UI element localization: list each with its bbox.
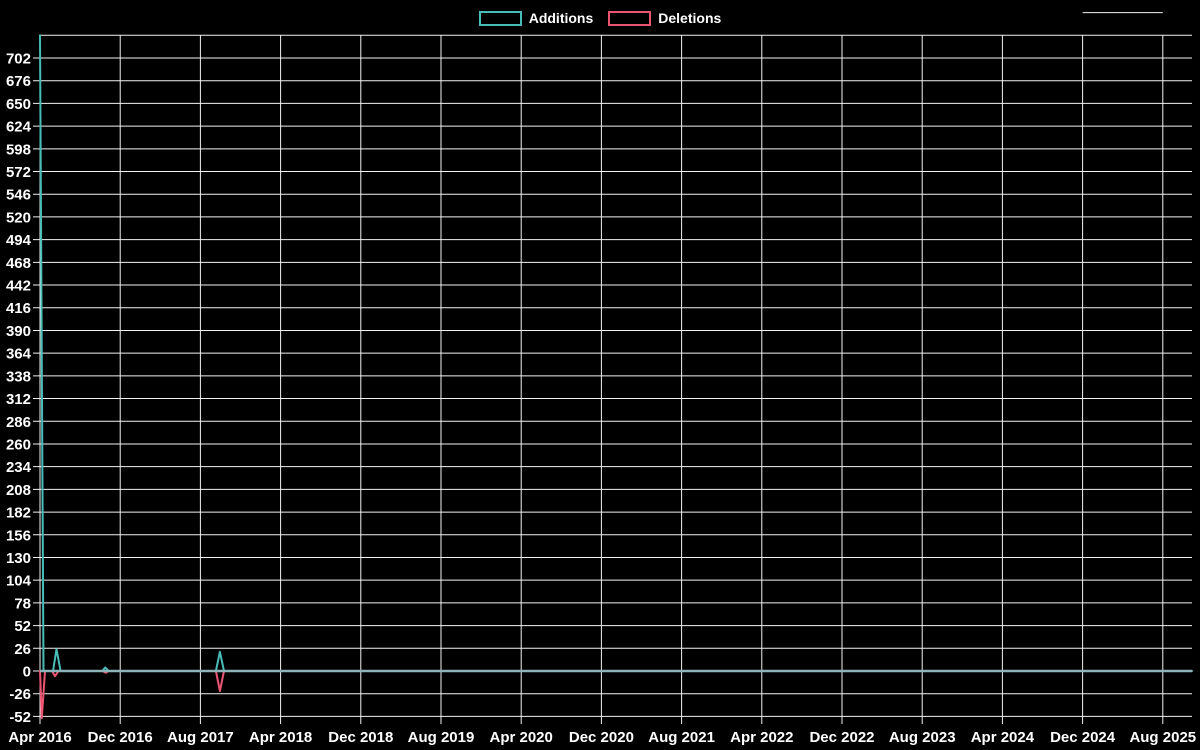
y-gridlines: [33, 12, 1192, 717]
y-tick-label: 26: [14, 641, 31, 658]
y-tick-label: 104: [6, 573, 32, 590]
x-axis-labels: Apr 2016 Dec 2016 Aug 2017 Apr 2018 Dec 2018…: [8, 729, 1196, 746]
additions-legend-label: Additions: [528, 10, 594, 26]
y-tick-label: 0: [23, 664, 31, 681]
y-tick-label: 494: [6, 232, 32, 249]
y-tick-label: 598: [6, 141, 31, 158]
y-tick-label: 650: [6, 96, 31, 113]
x-tick-label: Apr 2018: [249, 729, 312, 746]
x-tick-label: Apr 2020: [490, 729, 553, 746]
y-tick-label: 130: [6, 550, 31, 567]
x-tick-label: Dec 2018: [328, 729, 393, 746]
x-gridlines: [39, 35, 1164, 724]
x-tick-label: Aug 2021: [648, 729, 715, 746]
y-tick-label: 520: [6, 209, 31, 226]
x-tick-label: Aug 2023: [889, 729, 956, 746]
x-tick-label: Aug 2025: [1129, 729, 1196, 746]
y-tick-label: 546: [6, 187, 31, 204]
y-tick-label: 312: [6, 391, 31, 408]
x-tick-label: Aug 2017: [167, 729, 234, 746]
chart-legend: Additions Deletions: [0, 8, 1200, 28]
y-tick-label: -26: [9, 686, 31, 703]
deletions-legend-label: Deletions: [658, 10, 722, 26]
y-tick-label: -52: [9, 709, 31, 726]
y-tick-label: 234: [6, 459, 32, 476]
x-tick-label: Dec 2020: [569, 729, 634, 746]
x-tick-label: Aug 2019: [408, 729, 475, 746]
y-tick-label: 156: [6, 527, 31, 544]
x-tick-label: Apr 2022: [730, 729, 793, 746]
y-tick-label: 624: [6, 119, 32, 136]
legend-item-additions[interactable]: Additions: [478, 8, 594, 28]
x-tick-label: Dec 2016: [88, 729, 153, 746]
y-tick-label: 468: [6, 255, 31, 272]
y-tick-label: 572: [6, 164, 31, 181]
x-tick-label: Apr 2024: [971, 729, 1035, 746]
y-tick-label: 390: [6, 323, 31, 340]
x-tick-label: Dec 2022: [809, 729, 874, 746]
y-tick-label: 364: [6, 346, 32, 363]
y-tick-label: 78: [14, 595, 31, 612]
y-tick-label: 52: [14, 618, 31, 635]
x-tick-label: Apr 2016: [8, 729, 71, 746]
y-axis-labels: 7026766506245985725465204944684424163903…: [6, 51, 32, 726]
y-tick-label: 182: [6, 505, 31, 522]
y-tick-label: 338: [6, 368, 31, 385]
deletions-swatch: [608, 10, 652, 26]
y-tick-label: 442: [6, 278, 31, 295]
y-tick-label: 416: [6, 300, 31, 317]
additions-swatch: [478, 10, 522, 26]
y-tick-label: 208: [6, 482, 31, 499]
y-tick-label: 286: [6, 414, 31, 431]
legend-item-deletions[interactable]: Deletions: [608, 8, 721, 28]
x-tick-label: Dec 2024: [1050, 729, 1116, 746]
y-tick-label: 260: [6, 436, 31, 453]
deletions-line: [39, 670, 1193, 720]
y-tick-label: 702: [6, 51, 31, 68]
y-tick-label: 676: [6, 73, 31, 90]
